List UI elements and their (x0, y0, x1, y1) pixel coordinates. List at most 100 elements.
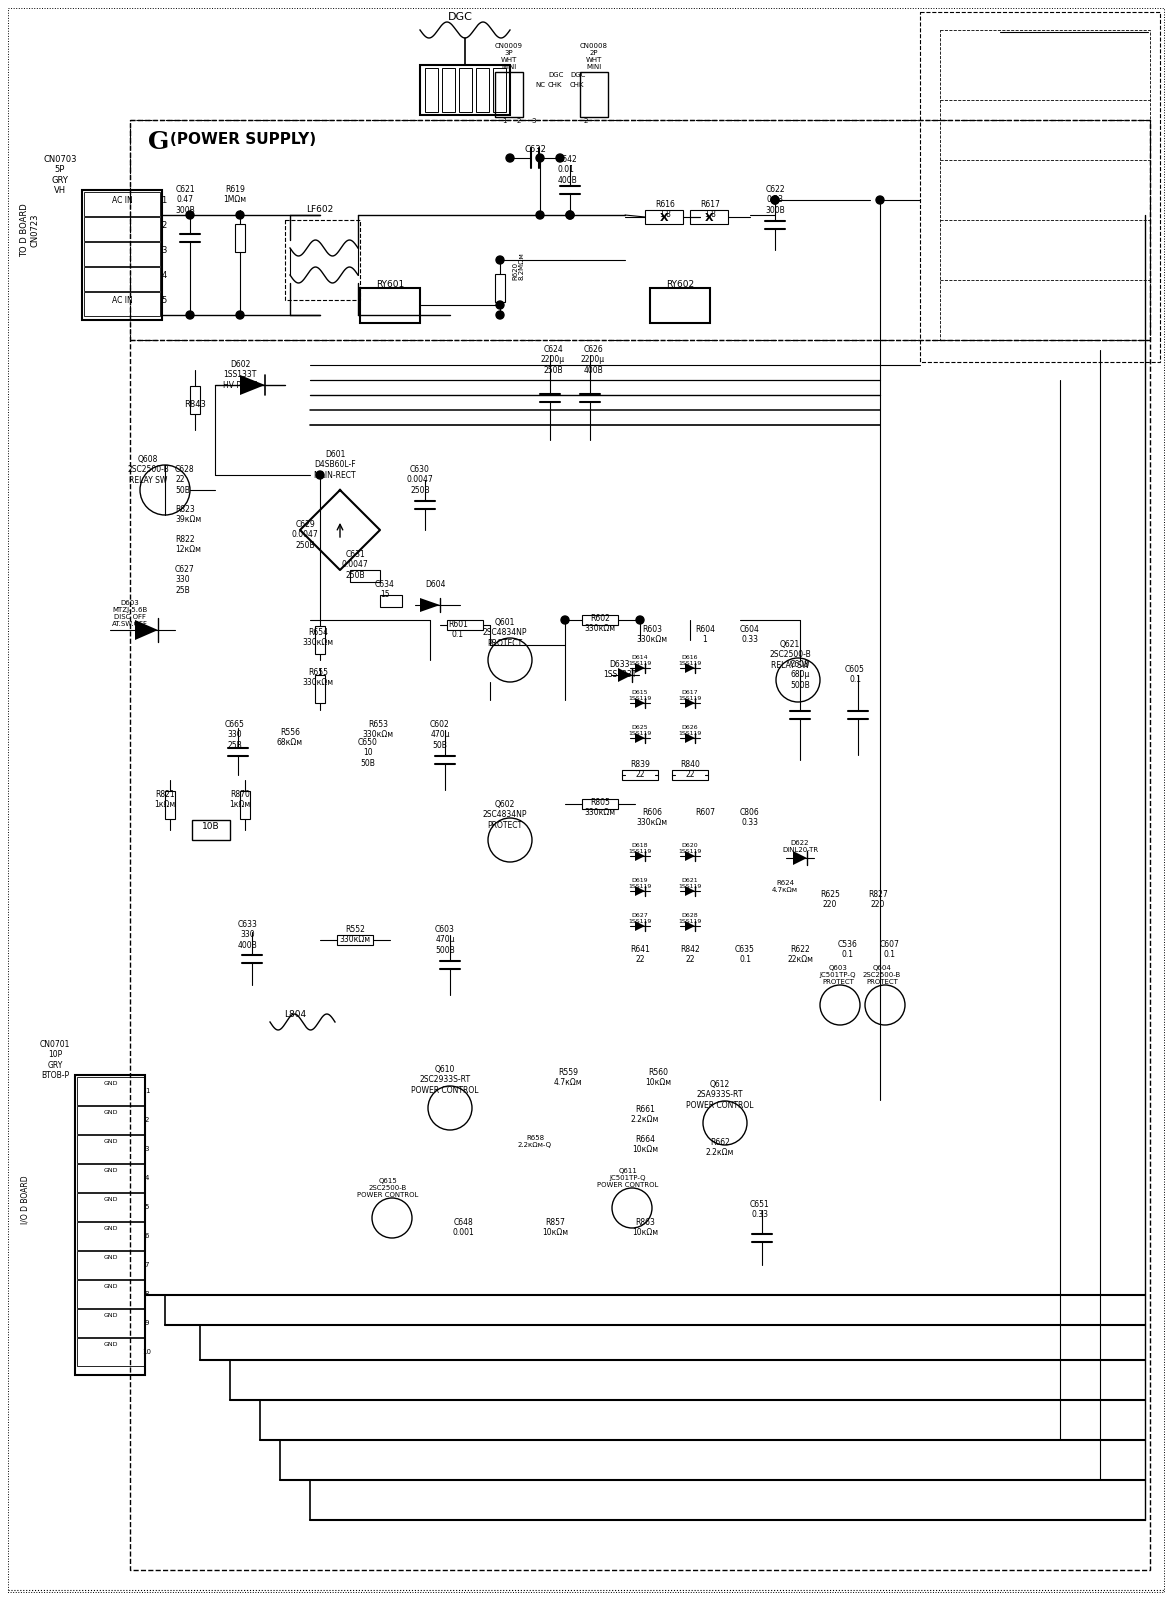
Text: R655
330кΩм: R655 330кΩм (302, 669, 334, 688)
Text: C624
2200μ
250B: C624 2200μ 250B (541, 346, 565, 374)
Circle shape (771, 195, 779, 203)
Polygon shape (793, 851, 808, 866)
Bar (442, 67, 455, 112)
Text: 10B: 10B (203, 822, 220, 830)
Text: C629
0.0047
250B: C629 0.0047 250B (292, 520, 319, 550)
Bar (77, 1251, 145, 1278)
Text: X: X (660, 213, 668, 222)
Text: R821
1кΩм: R821 1кΩм (155, 790, 176, 810)
Bar (77, 1165, 145, 1192)
Circle shape (236, 211, 244, 219)
Bar (580, 72, 608, 117)
Text: R870
1кΩм: R870 1кΩм (230, 790, 251, 810)
Text: 1: 1 (162, 195, 166, 205)
Text: G: G (148, 130, 170, 154)
Text: 9: 9 (145, 1320, 149, 1326)
Text: R823
39кΩм: R823 39кΩм (175, 506, 202, 525)
Circle shape (536, 211, 544, 219)
Text: C607
0.1: C607 0.1 (880, 939, 900, 960)
Text: RY601: RY601 (376, 280, 404, 290)
Text: CN0009
3P
WHT
MINI: CN0009 3P WHT MINI (495, 43, 523, 70)
Text: CN0703
5P
GRY
VH: CN0703 5P GRY VH (43, 155, 76, 195)
Text: 2: 2 (162, 221, 166, 230)
Text: C605
0.1: C605 0.1 (845, 666, 865, 685)
Bar (77, 1134, 145, 1163)
Bar (84, 218, 161, 242)
Text: D618
1SS119: D618 1SS119 (628, 843, 652, 854)
Polygon shape (635, 662, 645, 674)
Text: D621
1SS119: D621 1SS119 (679, 878, 702, 888)
Circle shape (771, 195, 779, 203)
Text: 2: 2 (517, 118, 522, 125)
Bar (130, 120, 1150, 341)
Text: DGC: DGC (548, 72, 564, 78)
Text: 10: 10 (143, 1349, 151, 1355)
Text: DGC: DGC (570, 72, 585, 78)
Text: R556
68кΩм: R556 68кΩм (277, 728, 304, 747)
Bar (425, 67, 438, 112)
Text: D627
1SS119: D627 1SS119 (628, 914, 652, 923)
Text: R622
22кΩм: R622 22кΩм (788, 946, 813, 965)
Bar (315, 626, 325, 654)
Bar (360, 288, 420, 323)
Bar (236, 224, 245, 251)
Text: Q612
2SA933S-RT
POWER CONTROL: Q612 2SA933S-RT POWER CONTROL (687, 1080, 754, 1110)
Text: GND: GND (104, 1168, 118, 1173)
Text: D620
1SS119: D620 1SS119 (679, 843, 702, 854)
Text: 8: 8 (145, 1291, 149, 1298)
Bar (495, 72, 523, 117)
Bar (582, 798, 618, 810)
Text: R616
1.8: R616 1.8 (655, 200, 675, 219)
Text: NC: NC (534, 82, 545, 88)
Text: 6: 6 (145, 1234, 149, 1238)
Text: D628
1SS119: D628 1SS119 (679, 914, 702, 923)
Text: R842
22: R842 22 (680, 946, 700, 965)
Circle shape (186, 211, 195, 219)
Text: (POWER SUPPLY): (POWER SUPPLY) (170, 133, 316, 147)
Text: Q608
2SC2500-B
RELAY SW: Q608 2SC2500-B RELAY SW (127, 454, 169, 485)
Bar (476, 67, 489, 112)
Bar (622, 770, 657, 781)
Text: D614
1SS119: D614 1SS119 (628, 654, 652, 666)
Text: 3: 3 (162, 246, 166, 254)
Text: DGC: DGC (448, 11, 472, 22)
Text: D626
1SS119: D626 1SS119 (679, 725, 702, 736)
Bar (459, 67, 472, 112)
Text: R822
12кΩм: R822 12кΩм (175, 534, 202, 555)
Text: D619
1SS119: D619 1SS119 (628, 878, 652, 888)
Text: C633
330
400B: C633 330 400B (238, 920, 258, 950)
Polygon shape (684, 851, 695, 861)
Text: R661
2.2кΩм: R661 2.2кΩм (631, 1106, 659, 1125)
Text: R602
330кΩм: R602 330кΩм (585, 614, 615, 634)
Text: R559
4.7кΩм: R559 4.7кΩм (553, 1069, 582, 1088)
Bar (350, 570, 380, 582)
Text: 5: 5 (145, 1203, 149, 1210)
Text: C621
0.47
300B: C621 0.47 300B (175, 186, 195, 214)
Bar (420, 66, 510, 115)
Circle shape (496, 310, 504, 318)
Text: D601
D4SB60L-F
MAIN-RECT: D601 D4SB60L-F MAIN-RECT (314, 450, 356, 480)
Text: CHK: CHK (570, 82, 585, 88)
Text: C604
0.33: C604 0.33 (740, 626, 759, 645)
Text: CN0008
2P
WHT
MINI: CN0008 2P WHT MINI (580, 43, 608, 70)
Text: R662
2.2кΩм: R662 2.2кΩм (706, 1138, 734, 1157)
Text: R658
2.2кΩм-Q: R658 2.2кΩм-Q (518, 1134, 552, 1149)
Text: Q602
2SC4834NP
PROTECT: Q602 2SC4834NP PROTECT (483, 800, 527, 830)
Circle shape (496, 256, 504, 264)
Text: GND: GND (104, 1254, 118, 1261)
Text: GND: GND (104, 1110, 118, 1115)
Polygon shape (135, 619, 158, 640)
Text: CN0701
10P
GRY
BTOB-P: CN0701 10P GRY BTOB-P (40, 1040, 70, 1080)
Polygon shape (635, 851, 645, 861)
Text: R839
22: R839 22 (631, 760, 650, 779)
Bar (75, 1075, 145, 1374)
Bar (77, 1077, 145, 1106)
Circle shape (636, 616, 643, 624)
Text: R604
1: R604 1 (695, 626, 715, 645)
Text: 5: 5 (162, 296, 166, 306)
Text: D615
1SS119: D615 1SS119 (628, 690, 652, 701)
Text: C631
0.0047
250B: C631 0.0047 250B (341, 550, 368, 579)
Text: C608
680μ
500B: C608 680μ 500B (790, 659, 810, 690)
Text: Q611
JC501TP-Q
POWER CONTROL: Q611 JC501TP-Q POWER CONTROL (598, 1168, 659, 1187)
Circle shape (536, 154, 544, 162)
